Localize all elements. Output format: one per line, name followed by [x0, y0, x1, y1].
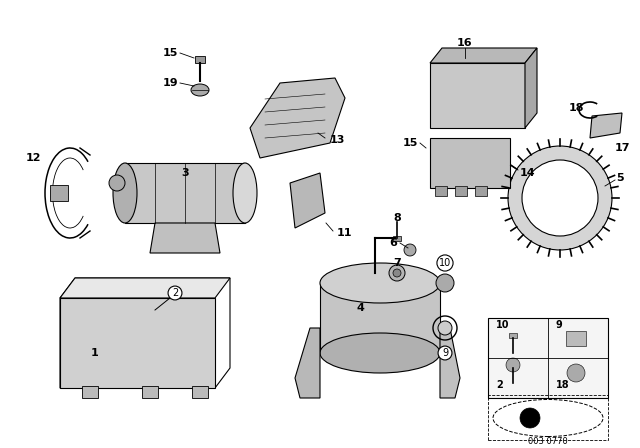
Text: 6: 6 — [389, 238, 397, 248]
Circle shape — [109, 175, 125, 191]
Ellipse shape — [320, 333, 440, 373]
Bar — [320, 283, 440, 353]
Bar — [488, 318, 608, 398]
Bar — [566, 331, 586, 346]
Polygon shape — [440, 328, 460, 398]
Text: 4: 4 — [356, 303, 364, 313]
Polygon shape — [150, 223, 220, 253]
Ellipse shape — [320, 263, 440, 303]
Bar — [455, 186, 467, 196]
Bar — [125, 163, 245, 223]
Bar — [509, 333, 517, 338]
Text: 9: 9 — [442, 348, 448, 358]
Bar — [142, 386, 158, 398]
Circle shape — [567, 364, 585, 382]
Bar — [192, 386, 208, 398]
Circle shape — [508, 146, 612, 250]
Circle shape — [393, 269, 401, 277]
Polygon shape — [290, 173, 325, 228]
Text: 2: 2 — [172, 288, 178, 298]
Ellipse shape — [113, 163, 137, 223]
Text: 10: 10 — [496, 320, 509, 330]
Bar — [488, 395, 608, 440]
Text: 2: 2 — [496, 380, 503, 390]
Bar — [195, 56, 205, 63]
Text: 19: 19 — [163, 78, 178, 88]
Text: 9: 9 — [556, 320, 563, 330]
Circle shape — [520, 408, 540, 428]
Circle shape — [404, 244, 416, 256]
Bar — [50, 185, 68, 201]
Text: 17: 17 — [614, 143, 630, 153]
Bar — [435, 186, 447, 196]
Text: 18: 18 — [556, 380, 570, 390]
Text: 12: 12 — [25, 153, 41, 163]
Polygon shape — [590, 113, 622, 138]
Text: 7: 7 — [393, 258, 401, 268]
Polygon shape — [60, 278, 230, 298]
Circle shape — [438, 321, 452, 335]
Circle shape — [436, 274, 454, 292]
Circle shape — [522, 160, 598, 236]
Text: 1: 1 — [91, 348, 99, 358]
Polygon shape — [295, 328, 320, 398]
Polygon shape — [60, 298, 215, 388]
Text: 8: 8 — [393, 213, 401, 223]
Text: 15: 15 — [403, 138, 418, 148]
Polygon shape — [250, 78, 345, 158]
Polygon shape — [525, 48, 537, 128]
Text: 11: 11 — [337, 228, 353, 238]
Text: 10: 10 — [439, 258, 451, 268]
Text: 15: 15 — [163, 48, 178, 58]
Text: 3: 3 — [181, 168, 189, 178]
Text: 16: 16 — [457, 38, 473, 48]
Text: 13: 13 — [330, 135, 346, 145]
Bar — [393, 236, 401, 241]
Circle shape — [389, 265, 405, 281]
Ellipse shape — [233, 163, 257, 223]
Text: 18: 18 — [568, 103, 584, 113]
Text: 5: 5 — [616, 173, 624, 183]
Bar — [475, 186, 487, 196]
Bar — [430, 138, 510, 188]
Polygon shape — [430, 48, 537, 63]
Text: 14: 14 — [520, 168, 536, 178]
Ellipse shape — [191, 84, 209, 96]
Text: 003 0770: 003 0770 — [528, 437, 568, 446]
Circle shape — [506, 358, 520, 372]
Bar — [82, 386, 98, 398]
Bar — [430, 63, 525, 128]
